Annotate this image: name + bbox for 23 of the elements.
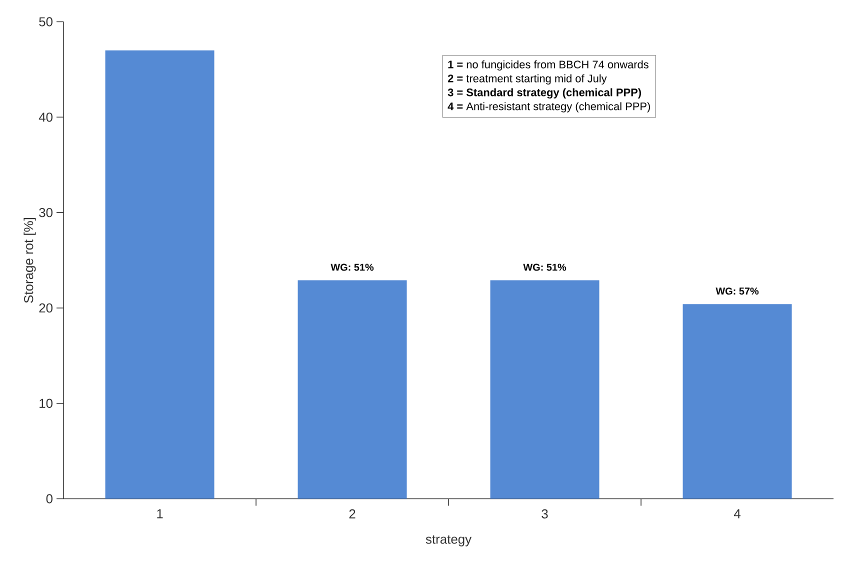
bar xyxy=(490,280,600,499)
y-tick-label: 20 xyxy=(39,303,53,313)
annotation: WG: 57% xyxy=(716,288,759,295)
annotation: 1 = no fungicides from BBCH 74 onwards xyxy=(448,60,648,71)
bar xyxy=(298,280,407,499)
y-tick-label: 0 xyxy=(46,494,53,504)
x-tick-label: 4 xyxy=(734,509,741,518)
annotation: WG: 51% xyxy=(330,264,374,271)
x-tick-label: 2 xyxy=(349,509,356,518)
y-tick-label: 10 xyxy=(40,398,53,408)
x-axis-title: strategy xyxy=(426,535,472,546)
annotation: 3 = Standard strategy (chemical PPP) xyxy=(448,88,642,99)
bar xyxy=(682,304,792,499)
x-tick-label: 1 xyxy=(157,509,163,518)
annotation: 2 = treatment starting mid of July xyxy=(448,74,607,85)
y-axis-title: Storage rot [%] xyxy=(24,218,36,303)
annotation: 4 = Anti-resistant strategy (chemical PPP) xyxy=(448,102,650,112)
annotation: WG: 51% xyxy=(523,264,566,271)
bar xyxy=(105,50,214,499)
y-tick-label: 30 xyxy=(39,208,53,218)
x-tick-label: 3 xyxy=(542,509,548,518)
y-tick-label: 40 xyxy=(38,112,53,122)
y-tick-label: 50 xyxy=(39,17,53,26)
